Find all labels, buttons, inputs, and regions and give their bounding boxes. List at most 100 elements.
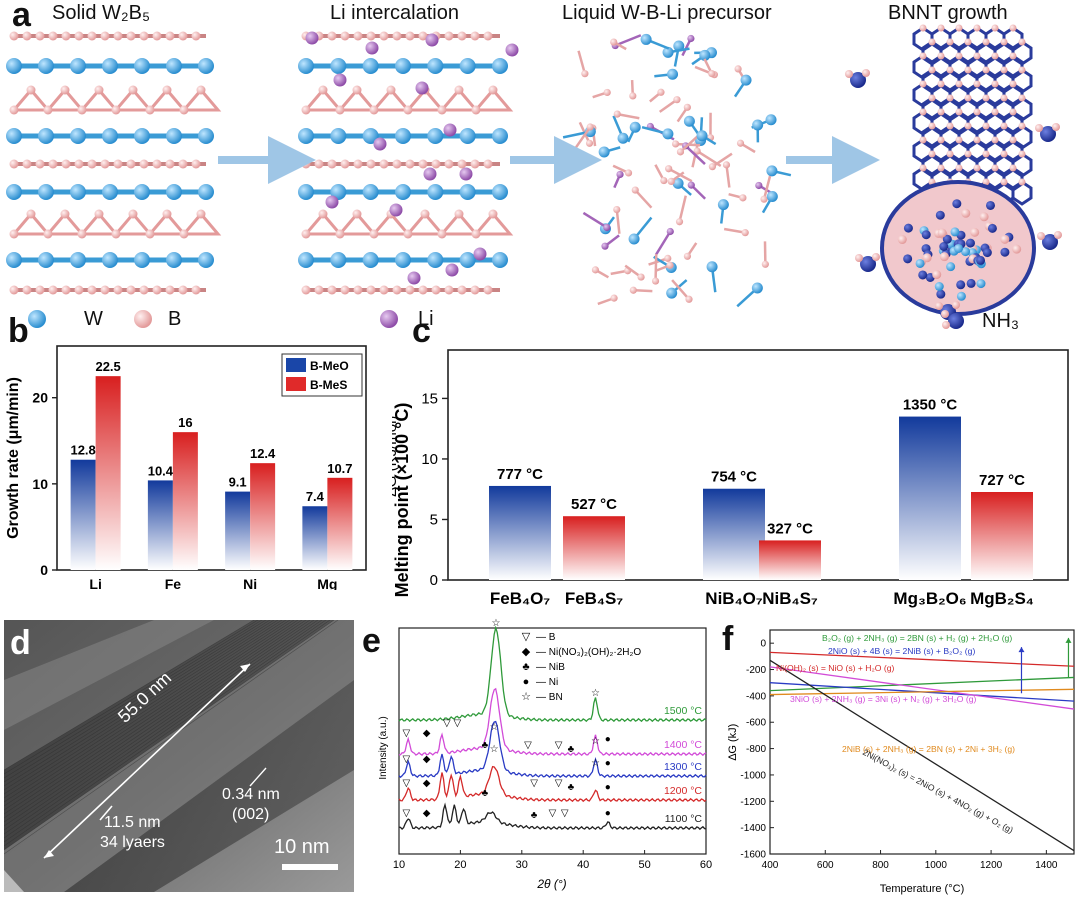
chart-f-xtick-label: 600	[817, 860, 834, 871]
reaction-arrowhead	[1065, 637, 1072, 643]
bar-value-label: 16	[178, 415, 192, 430]
b-atom	[366, 159, 376, 169]
b-atom	[74, 31, 84, 41]
legend-bmes-label: B-MeS	[310, 378, 347, 392]
b-atom	[666, 261, 674, 269]
xrd-pattern-1500 °C	[398, 625, 707, 723]
b-atom	[964, 122, 972, 130]
b-atom	[152, 285, 162, 295]
b-atom	[739, 194, 747, 202]
chart-f: 0 -200 -400 -600 -800 -1000 -1200 -1400 -1600400…	[727, 629, 1075, 895]
b-atom	[613, 110, 621, 118]
li-atom	[415, 81, 429, 95]
bar-value-label: 1350 °C	[903, 397, 958, 414]
droplet-atom	[1012, 244, 1022, 254]
b-atom	[973, 164, 981, 172]
b-atom	[196, 209, 206, 219]
b-atom	[928, 38, 936, 46]
b-atom	[100, 31, 110, 41]
w-atom	[696, 130, 708, 142]
xrd-series-label: 1300 °C	[664, 761, 702, 773]
b-atom	[9, 159, 19, 169]
b-atom	[665, 165, 673, 173]
w-atom	[628, 233, 640, 245]
w-atom	[699, 49, 711, 61]
bar-value-label: 12.8	[70, 443, 95, 458]
li-atom	[687, 181, 695, 189]
li-atom	[505, 43, 519, 57]
b-atom	[955, 24, 963, 32]
chart-e-xlabel: 2θ (°)	[536, 877, 566, 891]
w-atom-0-5-78	[70, 184, 86, 200]
reaction-label: 2Ni(NO₃)₂ (s) = 2NiO (s) + 4NO₂ (g) + O₂…	[861, 747, 1015, 835]
chart-e-xtick-label: 10	[393, 859, 405, 871]
b-atom	[139, 31, 149, 41]
li-atom	[305, 31, 319, 45]
b-atom	[955, 52, 963, 60]
b-atom	[418, 159, 428, 169]
w-atom-1-1-468	[459, 58, 476, 74]
bnnt-structure	[880, 24, 1036, 316]
b-atom	[145, 229, 155, 239]
b-atom	[352, 209, 362, 219]
b-atom	[353, 31, 363, 41]
b-atom	[9, 229, 19, 239]
chart-f-ytick-label: -400	[746, 691, 766, 702]
b-atom	[335, 229, 345, 239]
xrd-phase-marker: ◆	[423, 728, 431, 739]
reaction-line	[769, 666, 1075, 710]
li-atom	[601, 242, 609, 250]
chart-c-category-label: FeB₄O₇	[490, 589, 550, 608]
panel-a-title-1: Solid W₂B₅	[52, 2, 151, 24]
bar-value-label: 727 °C	[979, 472, 1025, 489]
chart-f-xtick-label: 1200	[980, 860, 1003, 871]
panel-a-title-2: Li intercalation	[330, 2, 459, 24]
b-atom	[488, 209, 498, 219]
w-atom	[706, 261, 718, 273]
xrd-phase-marker: ♣	[568, 744, 575, 755]
b-atom	[991, 108, 999, 116]
w-atom-0-7-206	[198, 252, 214, 268]
b-atom	[946, 66, 954, 74]
b-atom	[457, 31, 467, 41]
xrd-phase-marker: ▽	[561, 808, 569, 819]
xrd-phase-marker: ▽	[403, 778, 411, 789]
li-atom	[443, 123, 457, 137]
b-atom	[1009, 24, 1017, 32]
b-atom	[403, 229, 413, 239]
nh3-h-atom	[1052, 123, 1060, 131]
panel-a-legend: W B Li NH₃	[10, 306, 1070, 334]
bar-value-label: 327 °C	[767, 520, 813, 537]
b-atom	[955, 164, 963, 172]
b-atom	[162, 85, 172, 95]
w-atom-1-1-338	[330, 58, 347, 74]
b-atom	[919, 80, 927, 88]
chart-e: ▽ ◆▽ ◆▽ ◆▽ ◆▽ ▽☆☆☆☆☆☆♣♣▽ ▽ ♣ ●●●●♣ ▽ ▽▽ ▽ ♣ 10 20 30 40…	[378, 618, 712, 891]
nh3-h-atom	[935, 302, 943, 310]
bar-value-label: 7.4	[306, 489, 325, 504]
b-atom	[683, 252, 692, 260]
wall-layers-label: 34 lyaers	[100, 834, 165, 851]
chart-f-xtick-label: 800	[872, 860, 889, 871]
w-atom-1-3-338	[330, 128, 347, 144]
li-atom	[365, 41, 379, 55]
b-atom	[928, 66, 936, 74]
nh3-h-atom	[862, 69, 870, 77]
legend-swatch-bmes	[286, 377, 306, 391]
xrd-phase-marker: ●	[605, 808, 611, 819]
xrd-legend-label: — Ni(NO₃)₂(OH)₂·2H₂O	[536, 647, 641, 658]
b-atom	[982, 94, 990, 102]
xrd-phase-marker: ▽	[403, 808, 411, 819]
w-atom-1-7-403	[395, 252, 411, 268]
li-atom	[389, 203, 403, 217]
bar-value-label: 754 °C	[711, 469, 757, 486]
bar-NiB₄O₇	[703, 488, 765, 580]
b-atom	[964, 94, 972, 102]
w-atom-0-1-14	[6, 58, 22, 74]
w-atom-1-7-306	[298, 252, 314, 268]
b-atom	[437, 229, 447, 239]
droplet-atom	[934, 282, 944, 292]
b-atom	[610, 294, 618, 302]
w-atom-0-5-174	[166, 184, 182, 200]
b-atom	[1018, 122, 1026, 130]
